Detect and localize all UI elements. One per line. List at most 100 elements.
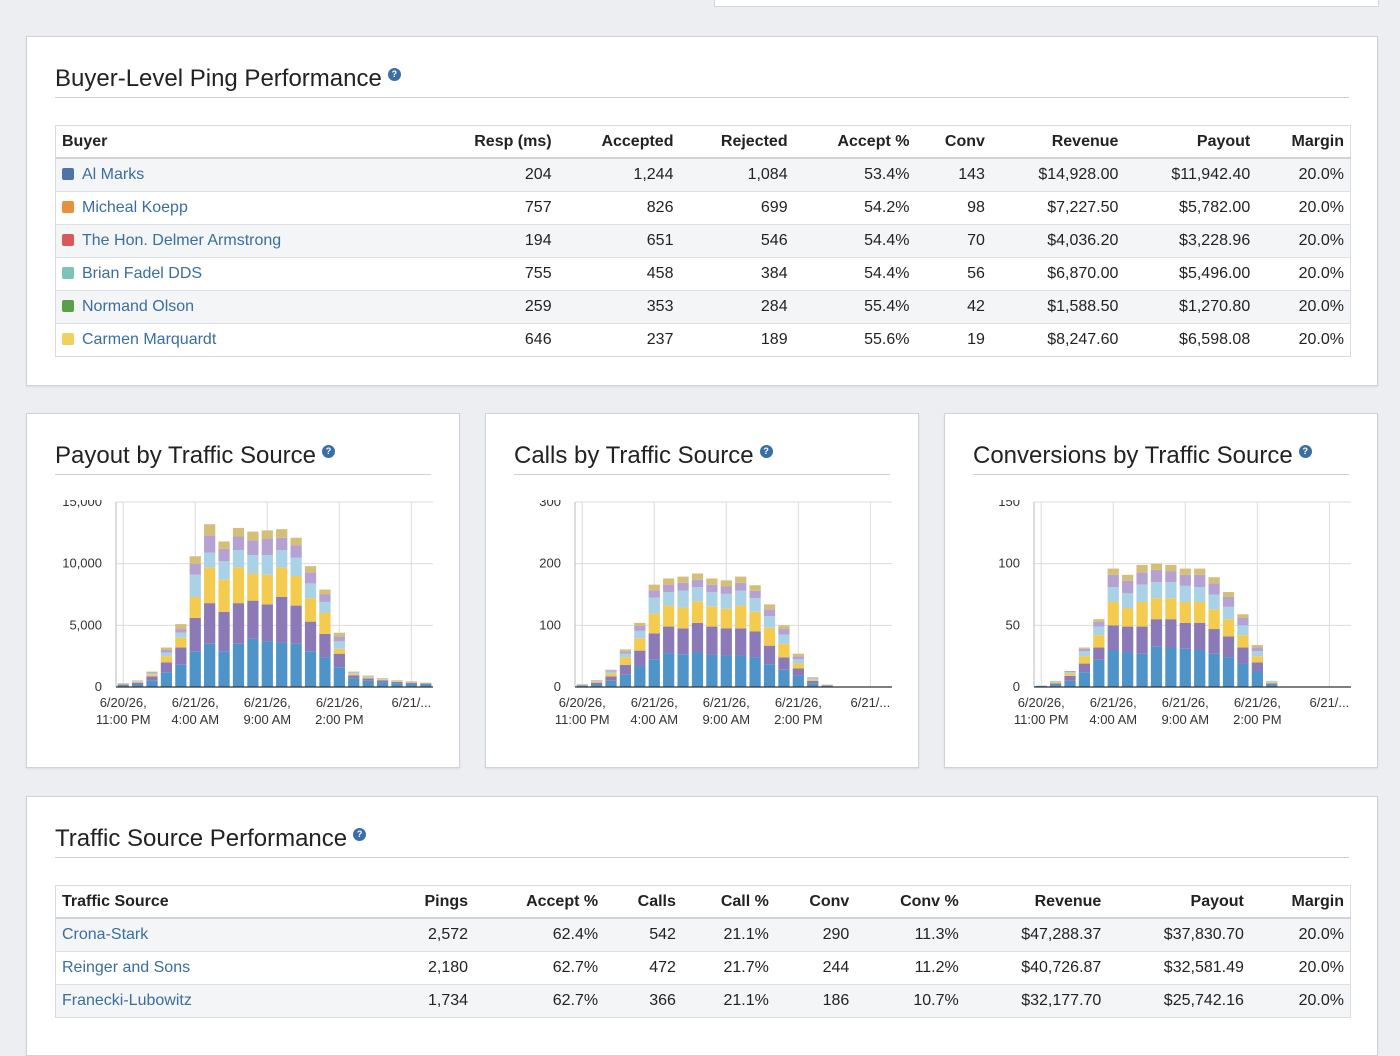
- bar-segment[interactable]: [778, 670, 789, 687]
- bar-segment[interactable]: [204, 567, 215, 603]
- col-buyer[interactable]: Buyer: [56, 126, 429, 159]
- col-revenue[interactable]: Revenue: [965, 886, 1108, 919]
- bar-segment[interactable]: [1050, 682, 1061, 683]
- bar-segment[interactable]: [233, 537, 244, 551]
- bar-segment[interactable]: [822, 685, 833, 686]
- bar-segment[interactable]: [1079, 672, 1090, 687]
- bar-segment[interactable]: [706, 585, 717, 592]
- bar-segment[interactable]: [1223, 619, 1234, 636]
- bar-segment[interactable]: [807, 680, 818, 681]
- col-accept-pct[interactable]: Accept %: [794, 126, 916, 159]
- bar-segment[interactable]: [377, 679, 388, 680]
- bar-segment[interactable]: [1093, 635, 1104, 647]
- bar-segment[interactable]: [721, 580, 732, 586]
- bar-segment[interactable]: [262, 555, 273, 575]
- bar-segment[interactable]: [735, 577, 746, 583]
- bar-segment[interactable]: [348, 678, 359, 687]
- bar-segment[interactable]: [1093, 648, 1104, 660]
- bar-segment[interactable]: [649, 585, 660, 591]
- bar-segment[interactable]: [605, 673, 616, 676]
- bar-segment[interactable]: [620, 665, 631, 675]
- bar-segment[interactable]: [620, 649, 631, 651]
- bar-segment[interactable]: [1165, 565, 1176, 571]
- col-conv[interactable]: Conv: [915, 126, 990, 159]
- bar-segment[interactable]: [218, 612, 229, 651]
- bar-segment[interactable]: [692, 574, 703, 580]
- bar-segment[interactable]: [161, 662, 172, 672]
- bar-segment[interactable]: [735, 583, 746, 591]
- bar-segment[interactable]: [118, 685, 129, 686]
- bar-segment[interactable]: [764, 646, 775, 665]
- col-pings[interactable]: Pings: [388, 886, 474, 919]
- bar-segment[interactable]: [1223, 607, 1234, 619]
- bar-segment[interactable]: [233, 528, 244, 537]
- bar-segment[interactable]: [190, 564, 201, 575]
- bar-segment[interactable]: [605, 672, 616, 674]
- col-revenue[interactable]: Revenue: [991, 126, 1125, 159]
- bar-segment[interactable]: [1180, 586, 1191, 602]
- bar-segment[interactable]: [175, 648, 186, 665]
- bar-segment[interactable]: [276, 643, 287, 687]
- bar-segment[interactable]: [1208, 609, 1219, 629]
- bar-segment[interactable]: [1151, 598, 1162, 619]
- bar-segment[interactable]: [1064, 681, 1075, 687]
- bar-segment[interactable]: [1266, 683, 1277, 684]
- buyer-link[interactable]: The Hon. Delmer Armstrong: [82, 232, 281, 249]
- bar-segment[interactable]: [1079, 649, 1090, 651]
- help-icon[interactable]: ?: [388, 68, 401, 81]
- bar-segment[interactable]: [764, 609, 775, 616]
- bar-segment[interactable]: [247, 555, 258, 574]
- bar-segment[interactable]: [822, 685, 833, 686]
- bar-segment[interactable]: [363, 678, 374, 680]
- bar-segment[interactable]: [1079, 664, 1090, 673]
- bar-segment[interactable]: [663, 606, 674, 627]
- bar-segment[interactable]: [1180, 649, 1191, 687]
- bar-segment[interactable]: [764, 604, 775, 609]
- bar-segment[interactable]: [420, 684, 431, 685]
- bar-segment[interactable]: [1252, 651, 1263, 656]
- bar-segment[interactable]: [161, 650, 172, 652]
- bar-segment[interactable]: [1122, 608, 1133, 627]
- bar-segment[interactable]: [175, 665, 186, 687]
- bar-segment[interactable]: [749, 657, 760, 687]
- bar-segment[interactable]: [721, 586, 732, 593]
- bar-segment[interactable]: [620, 654, 631, 658]
- bar-segment[interactable]: [377, 682, 388, 687]
- bar-segment[interactable]: [620, 675, 631, 687]
- bar-segment[interactable]: [778, 644, 789, 658]
- bar-segment[interactable]: [1050, 683, 1061, 684]
- bar-segment[interactable]: [146, 672, 157, 673]
- bar-segment[interactable]: [1151, 582, 1162, 598]
- bar-segment[interactable]: [1151, 646, 1162, 687]
- bar-segment[interactable]: [1237, 614, 1248, 618]
- bar-segment[interactable]: [204, 603, 215, 644]
- bar-segment[interactable]: [649, 659, 660, 687]
- bar-segment[interactable]: [706, 606, 717, 626]
- bar-segment[interactable]: [247, 532, 258, 541]
- bar-segment[interactable]: [319, 602, 330, 613]
- bar-segment[interactable]: [764, 616, 775, 628]
- bar-segment[interactable]: [218, 561, 229, 580]
- bar-segment[interactable]: [692, 652, 703, 687]
- bar-segment[interactable]: [1136, 572, 1147, 584]
- bar-segment[interactable]: [706, 592, 717, 606]
- bar-segment[interactable]: [334, 641, 345, 648]
- bar-segment[interactable]: [204, 535, 215, 552]
- bar-segment[interactable]: [1136, 627, 1147, 654]
- bar-segment[interactable]: [605, 670, 616, 671]
- buyer-link[interactable]: Al Marks: [82, 166, 144, 183]
- bar-segment[interactable]: [735, 591, 746, 606]
- buyer-link[interactable]: Normand Olson: [82, 298, 194, 315]
- bar-segment[interactable]: [1180, 569, 1191, 575]
- bar-segment[interactable]: [1266, 681, 1277, 682]
- bar-segment[interactable]: [677, 607, 688, 628]
- bar-segment[interactable]: [1194, 650, 1205, 687]
- bar-segment[interactable]: [233, 567, 244, 603]
- bar-segment[interactable]: [634, 638, 645, 650]
- bar-segment[interactable]: [1136, 602, 1147, 627]
- bar-segment[interactable]: [663, 627, 674, 654]
- bar-segment[interactable]: [807, 678, 818, 679]
- bar-segment[interactable]: [290, 576, 301, 606]
- bar-segment[interactable]: [577, 685, 588, 686]
- bar-segment[interactable]: [1237, 625, 1248, 635]
